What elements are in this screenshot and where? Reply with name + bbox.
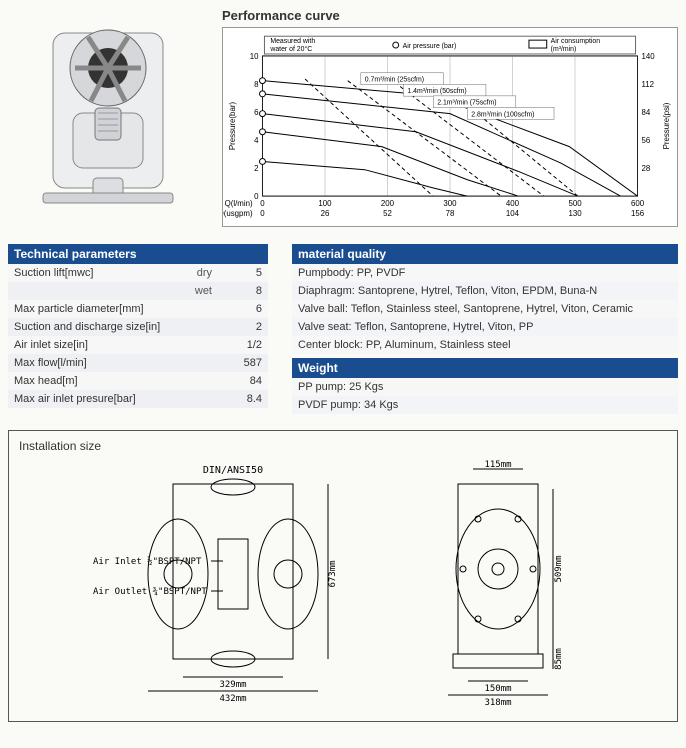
install-front-view: DIN/ANSI50 Air Inlet ½"BSPT/NPT Air Outlet… — [83, 459, 383, 709]
svg-text:0: 0 — [254, 192, 259, 201]
material-line: Diaphragm: Santoprene, Hytrel, Teflon, V… — [292, 282, 678, 300]
tech-label: Max air inlet presure[bar] — [8, 390, 185, 408]
svg-text:10: 10 — [250, 52, 259, 61]
install-side-view: 115mm 509mm 85mm 150mm 318mm — [403, 459, 603, 709]
tech-value: 8 — [218, 282, 268, 300]
svg-text:140: 140 — [641, 52, 655, 61]
svg-text:52: 52 — [383, 209, 392, 218]
svg-text:2.8m³/min (100scfm): 2.8m³/min (100scfm) — [471, 111, 534, 118]
svg-text:85mm: 85mm — [554, 648, 564, 670]
svg-text:DIN/ANSI50: DIN/ANSI50 — [203, 465, 263, 476]
svg-text:112: 112 — [641, 80, 654, 89]
tech-sublabel: wet — [185, 282, 218, 300]
svg-text:Air Outlet ¾"BSPT/NPT: Air Outlet ¾"BSPT/NPT — [93, 587, 207, 597]
performance-chart: Measured withwater of 20°C Air pressure (… — [222, 27, 678, 227]
svg-text:100: 100 — [318, 199, 332, 208]
svg-text:509mm: 509mm — [554, 555, 564, 582]
tech-value: 2 — [218, 318, 268, 336]
svg-text:Pressure(bar): Pressure(bar) — [228, 102, 237, 151]
tech-header: Technical parameters — [8, 244, 268, 264]
svg-text:6: 6 — [254, 108, 259, 117]
svg-text:104: 104 — [506, 209, 520, 218]
svg-text:329mm: 329mm — [219, 680, 246, 690]
svg-text:0: 0 — [260, 199, 265, 208]
tech-label: Max head[m] — [8, 372, 185, 390]
product-photo — [8, 8, 208, 218]
tech-sublabel — [185, 390, 218, 408]
tech-value: 6 — [218, 300, 268, 318]
chart-title: Performance curve — [222, 8, 678, 23]
weight-line: PP pump: 25 Kgs — [292, 378, 678, 396]
weight-line: PVDF pump: 34 Kgs — [292, 396, 678, 414]
svg-text:Pressure(psi): Pressure(psi) — [662, 102, 671, 149]
tech-value: 5 — [218, 264, 268, 282]
svg-text:400: 400 — [506, 199, 520, 208]
tech-sublabel: dry — [185, 264, 218, 282]
tech-value: 8.4 — [218, 390, 268, 408]
tech-sublabel — [185, 372, 218, 390]
tech-label: Suction and discharge size[in] — [8, 318, 185, 336]
svg-text:Measured with: Measured with — [270, 38, 315, 45]
weight-header: Weight — [292, 358, 678, 378]
svg-text:600: 600 — [631, 199, 645, 208]
svg-text:0.7m³/min (25scfm): 0.7m³/min (25scfm) — [365, 77, 424, 84]
svg-text:Q(l/min): Q(l/min) — [225, 199, 253, 208]
material-line: Valve seat: Teflon, Santoprene, Hytrel, … — [292, 318, 678, 336]
material-line: Pumpbody: PP, PVDF — [292, 264, 678, 282]
tech-value: 587 — [218, 354, 268, 372]
svg-text:1.4m³/min (50scfm): 1.4m³/min (50scfm) — [407, 88, 466, 95]
tech-sublabel — [185, 300, 218, 318]
svg-text:Q(usgpm): Q(usgpm) — [222, 209, 253, 218]
tech-sublabel — [185, 318, 218, 336]
svg-text:2: 2 — [254, 164, 258, 173]
tech-value: 84 — [218, 372, 268, 390]
svg-text:56: 56 — [641, 136, 650, 145]
svg-text:200: 200 — [381, 199, 395, 208]
svg-text:500: 500 — [568, 199, 582, 208]
svg-text:(m³/min): (m³/min) — [551, 46, 577, 53]
svg-text:150mm: 150mm — [484, 684, 511, 694]
svg-text:water of 20°C: water of 20°C — [269, 45, 312, 53]
svg-text:130: 130 — [568, 209, 582, 218]
svg-text:28: 28 — [641, 164, 650, 173]
tech-label: Suction lift[mwc] — [8, 264, 185, 282]
svg-text:4: 4 — [254, 136, 259, 145]
svg-text:115mm: 115mm — [484, 460, 511, 470]
svg-text:156: 156 — [631, 209, 645, 218]
svg-text:300: 300 — [443, 199, 457, 208]
material-line: Center block: PP, Aluminum, Stainless st… — [292, 336, 678, 354]
svg-text:318mm: 318mm — [484, 698, 511, 708]
svg-text:78: 78 — [446, 209, 455, 218]
tech-label: Air inlet size[in] — [8, 336, 185, 354]
svg-text:8: 8 — [254, 80, 259, 89]
installation-size-panel: Installation size DIN/ANSI50 Air Inlet ½"… — [8, 430, 678, 722]
install-title: Installation size — [19, 439, 667, 453]
material-line: Valve ball: Teflon, Stainless steel, San… — [292, 300, 678, 318]
tech-sublabel — [185, 354, 218, 372]
tech-label — [8, 282, 185, 300]
tech-label: Max particle diameter[mm] — [8, 300, 185, 318]
svg-text:26: 26 — [321, 209, 330, 218]
svg-text:Air consumption: Air consumption — [551, 38, 601, 45]
tech-sublabel — [185, 336, 218, 354]
svg-text:2.1m³/min (75scfm): 2.1m³/min (75scfm) — [437, 100, 496, 107]
svg-text:84: 84 — [641, 108, 650, 117]
svg-text:673mm: 673mm — [328, 560, 338, 587]
svg-text:Air pressure (bar): Air pressure (bar) — [403, 43, 457, 50]
material-header: material quality — [292, 244, 678, 264]
svg-text:432mm: 432mm — [219, 694, 246, 704]
svg-text:Air Inlet ½"BSPT/NPT: Air Inlet ½"BSPT/NPT — [93, 556, 202, 567]
tech-label: Max flow[l/min] — [8, 354, 185, 372]
tech-value: 1/2 — [218, 336, 268, 354]
svg-text:0: 0 — [260, 209, 265, 218]
tech-params-table: Technical parameters Suction lift[mwc]dr… — [8, 244, 268, 408]
